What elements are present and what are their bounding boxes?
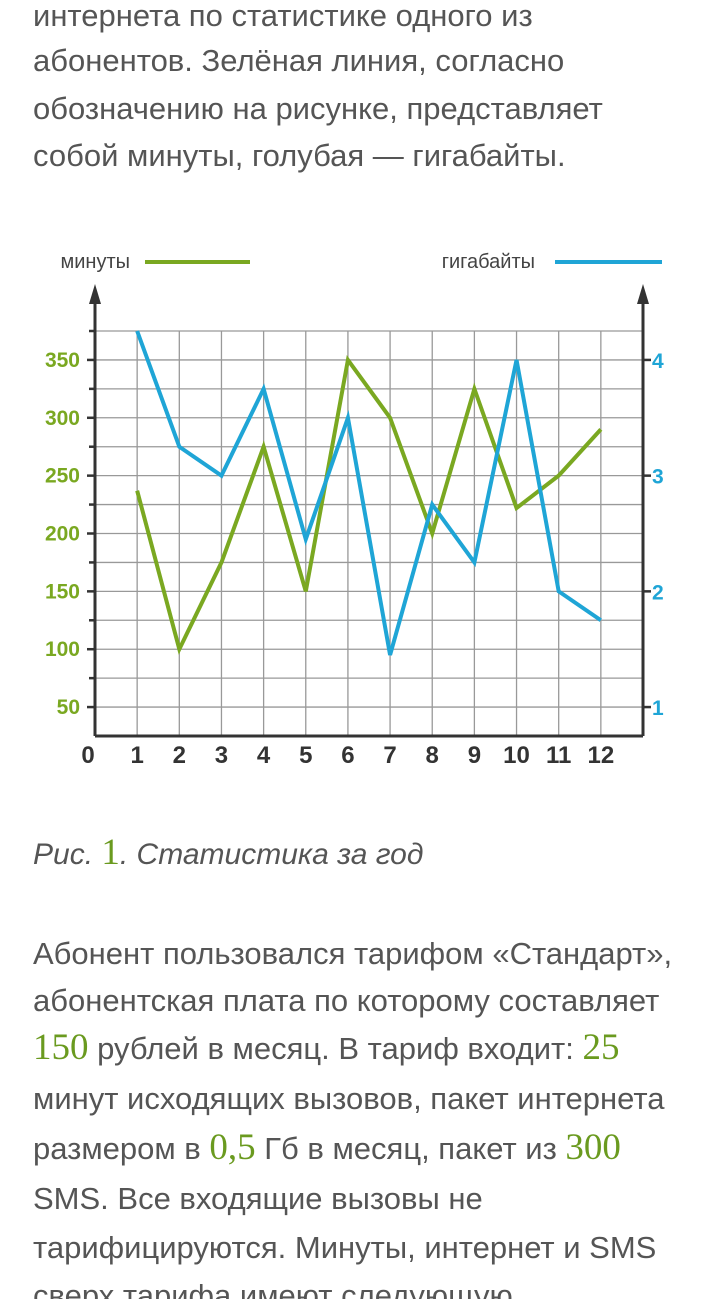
x-tick-label: 7: [383, 742, 396, 769]
data-line: [135, 330, 602, 656]
number: 300: [565, 1127, 621, 1168]
text-run: сверх тарифа имеют следующую: [33, 1278, 513, 1299]
caption-prefix: Рис.: [33, 838, 101, 871]
text-run: SMS. Все входящие вызовы не: [33, 1181, 483, 1216]
x-tick-label: 8: [426, 742, 439, 769]
y-tick-label: 100: [45, 638, 80, 661]
text-run: тарифицируются. Минуты, интернет и SMS: [33, 1230, 656, 1265]
x-tick-label: 6: [341, 742, 354, 769]
paragraph-line: тарифицируются. Минуты, интернет и SMS: [33, 1230, 656, 1265]
text-run: минут исходящих вызовов, пакет интернета: [33, 1081, 665, 1116]
paragraph-line: сверх тарифа имеют следующую: [33, 1278, 513, 1299]
y2-tick-label: 1: [652, 697, 664, 720]
paragraph-line: минут исходящих вызовов, пакет интернета: [33, 1081, 665, 1116]
intro-line: интернета по статистике одного из: [33, 0, 533, 33]
paragraph-line: размером в 0,5 Гб в месяц, пакет из 300: [33, 1127, 621, 1168]
text-run: Абонент пользовался тарифом «Стандарт»,: [33, 936, 672, 971]
number: 25: [582, 1027, 619, 1068]
number: 150: [33, 1027, 89, 1068]
y-tick-label: 250: [45, 465, 80, 488]
text-run: Гб в месяц, пакет из: [256, 1131, 566, 1166]
intro-line: обозначению на рисунке, представляет: [33, 91, 603, 126]
paragraph-line: абонентская плата по которому составляет: [33, 983, 659, 1018]
axis-arrow: [637, 284, 649, 304]
paragraph-line: SMS. Все входящие вызовы не: [33, 1181, 483, 1216]
y-tick-label: 350: [45, 349, 80, 372]
text-run: рублей в месяц. В тариф входит:: [89, 1031, 583, 1066]
paragraph-line: Абонент пользовался тарифом «Стандарт»,: [33, 936, 672, 971]
caption-number: 1: [101, 832, 120, 873]
x-tick-label: 0: [81, 742, 94, 769]
y2-tick-label: 3: [652, 466, 664, 489]
caption-text: . Статистика за год: [120, 838, 424, 871]
x-tick-label: 3: [215, 742, 228, 769]
legend-label: минуты: [60, 251, 130, 273]
data-line: [135, 354, 603, 655]
y2-tick-label: 2: [652, 581, 664, 604]
x-tick-label: 1: [130, 742, 143, 769]
text-run: абонентская плата по которому составляет: [33, 983, 659, 1018]
paragraph-line: 150 рублей в месяц. В тариф входит: 25: [33, 1027, 619, 1068]
x-tick-label: 9: [468, 742, 481, 769]
y-tick-label: 50: [57, 696, 80, 719]
y-tick-label: 200: [45, 523, 80, 546]
number: 0,5: [209, 1127, 255, 1168]
x-tick-label: 12: [587, 742, 614, 769]
intro-line: абонентов. Зелёная линия, согласно: [33, 43, 564, 78]
x-tick-label: 4: [257, 742, 271, 769]
y-tick-label: 300: [45, 407, 80, 430]
x-tick-label: 11: [546, 742, 571, 769]
text-run: размером в: [33, 1131, 209, 1166]
x-tick-label: 5: [299, 742, 312, 769]
x-tick-label: 10: [503, 742, 530, 769]
y-tick-label: 150: [45, 580, 80, 603]
caption: Рис. 1. Статистика за год: [33, 832, 423, 873]
x-tick-label: 2: [173, 742, 186, 769]
axis-arrow: [89, 284, 101, 304]
legend-label: гигабайты: [442, 251, 535, 273]
y2-tick-label: 4: [652, 350, 664, 373]
intro-line: собой минуты, голубая — гигабайты.: [33, 138, 566, 173]
